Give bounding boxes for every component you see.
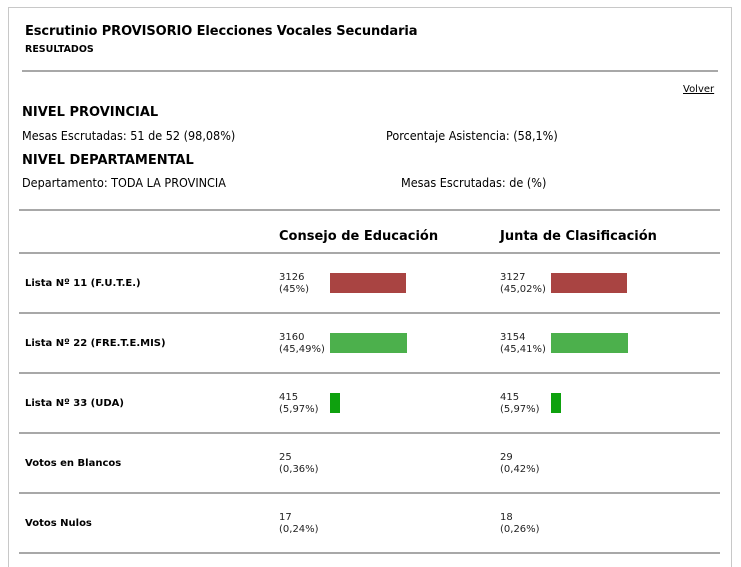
junta-votes: 29	[500, 452, 513, 463]
row-label-lista-11: Lista Nº 11 (F.U.T.E.)	[25, 278, 141, 289]
provincial-mesas: Mesas Escrutadas: 51 de 52 (98,08%)	[22, 128, 236, 143]
provincial-asistencia: Porcentaje Asistencia: (58,1%)	[386, 128, 558, 143]
junta-pct: (45,02%)	[500, 284, 546, 295]
junta-votes: 3127	[500, 272, 526, 283]
consejo-bar-lista-33	[330, 393, 340, 413]
departamental-mesas: Mesas Escrutadas: de (%)	[401, 175, 547, 190]
junta-votes: 18	[500, 512, 513, 523]
junta-votes: 3154	[500, 332, 526, 343]
consejo-bar-lista-11	[330, 273, 406, 293]
row-divider	[19, 372, 720, 374]
junta-bar-lista-22	[551, 333, 628, 353]
divider	[19, 209, 720, 211]
consejo-bar-lista-22	[330, 333, 407, 353]
row-divider	[19, 432, 720, 434]
row-label-lista-22: Lista Nº 22 (FRE.T.E.MIS)	[25, 338, 166, 349]
departamental-heading: NIVEL DEPARTAMENTAL	[22, 153, 194, 168]
back-link[interactable]: Volver	[683, 84, 715, 95]
row-label-lista-33: Lista Nº 33 (UDA)	[25, 398, 124, 409]
consejo-pct: (45,49%)	[279, 344, 325, 355]
junta-pct: (0,42%)	[500, 464, 540, 475]
column-header-consejo: Consejo de Educación	[279, 229, 439, 244]
row-divider	[19, 252, 720, 254]
junta-votes: 415	[500, 392, 520, 403]
row-divider	[19, 492, 720, 494]
row-divider	[19, 312, 720, 314]
consejo-pct: (45%)	[279, 284, 310, 295]
consejo-votes: 3126	[279, 272, 305, 283]
divider	[22, 70, 718, 72]
departamento-value: Departamento: TODA LA PROVINCIA	[22, 175, 226, 190]
page-subtitle: RESULTADOS	[25, 44, 94, 55]
column-header-junta: Junta de Clasificación	[500, 229, 657, 244]
consejo-pct: (0,24%)	[279, 524, 319, 535]
consejo-votes: 17	[279, 512, 292, 523]
junta-pct: (5,97%)	[500, 404, 540, 415]
row-label-nulos: Votos Nulos	[25, 518, 92, 529]
provincial-heading: NIVEL PROVINCIAL	[22, 105, 159, 120]
consejo-pct: (0,36%)	[279, 464, 319, 475]
consejo-pct: (5,97%)	[279, 404, 319, 415]
consejo-votes: 415	[279, 392, 299, 403]
junta-pct: (45,41%)	[500, 344, 546, 355]
page-title: Escrutinio PROVISORIO Elecciones Vocales…	[25, 24, 418, 39]
row-label-blancos: Votos en Blancos	[25, 458, 122, 469]
row-divider	[19, 552, 720, 554]
junta-pct: (0,26%)	[500, 524, 540, 535]
junta-bar-lista-11	[551, 273, 627, 293]
junta-bar-lista-33	[551, 393, 561, 413]
consejo-votes: 3160	[279, 332, 305, 343]
results-panel	[8, 7, 732, 567]
consejo-votes: 25	[279, 452, 292, 463]
